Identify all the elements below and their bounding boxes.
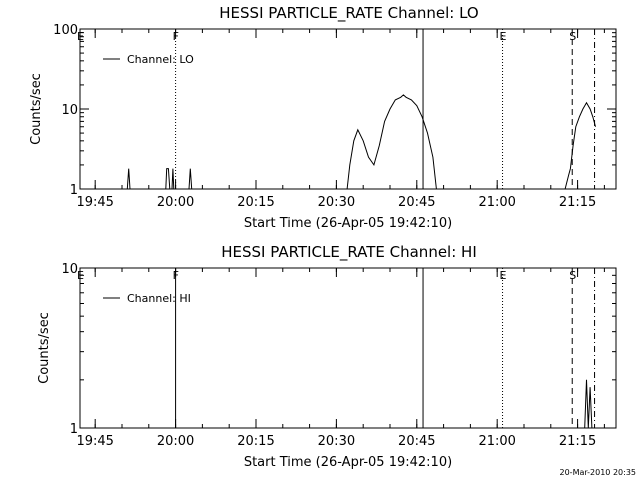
x-axis-label: Start Time (26-Apr-05 19:42:10) [244,455,452,470]
series-line [584,379,593,429]
x-tick-label: 19:45 [76,195,113,210]
event-marker-label: S [569,30,576,43]
x-tick-label: 20:00 [157,434,194,449]
event-marker-label: E [77,269,84,282]
x-tick-label: 21:00 [478,434,515,449]
y-axis-label: Counts/sec [29,73,44,145]
timestamp-footer: 20-Mar-2010 20:35 [560,468,637,477]
y-tick-label: 1 [70,422,78,437]
y-axis-label: Counts/sec [37,312,52,384]
event-marker-label: S [569,269,576,282]
x-tick-label: 20:00 [157,195,194,210]
x-tick-label: 21:15 [559,195,596,210]
y-tick-label: 10 [61,103,78,118]
plot-frame [79,267,617,429]
event-marker-label: E [500,30,507,43]
x-tick-label: 20:45 [398,195,435,210]
legend-label: Channel: LO [127,53,194,66]
x-tick-label: 20:15 [237,195,274,210]
event-marker-label: E [77,30,84,43]
legend: Channel: HI [103,292,191,305]
x-tick-label: 20:30 [318,195,355,210]
event-marker-label: F [173,30,179,43]
x-tick-label: 20:15 [237,434,274,449]
chart-panel-hi: HESSI PARTICLE_RATE Channel: HI Counts/s… [37,243,617,470]
axis-ticks: 19:45 20:00 20:15 20:30 20:45 21:00 21:15 1 10 10… [53,23,616,210]
x-axis-label: Start Time (26-Apr-05 19:42:10) [244,216,452,231]
y-tick-label: 1 [70,183,78,198]
axis-ticks: 19:45 20:00 20:15 20:30 20:45 21:00 21:15 1 10 [61,262,616,449]
legend: Channel: LO [103,53,194,66]
x-tick-label: 19:45 [76,434,113,449]
x-tick-label: 21:00 [478,195,515,210]
legend-label: Channel: HI [127,292,191,305]
chart-title: HESSI PARTICLE_RATE Channel: LO [219,4,478,23]
x-tick-label: 20:45 [398,434,435,449]
y-tick-label: 10 [61,262,78,277]
x-tick-label: 20:30 [318,434,355,449]
series-lines [584,379,593,429]
chart-title: HESSI PARTICLE_RATE Channel: HI [221,243,477,262]
x-tick-label: 21:15 [559,434,596,449]
event-marker-label: F [173,269,179,282]
event-marker-label: E [500,269,507,282]
chart-panel-lo: HESSI PARTICLE_RATE Channel: LO Counts/s… [29,4,617,231]
series-line [126,94,596,190]
series-lines [126,94,596,190]
y-tick-label: 100 [53,23,78,38]
